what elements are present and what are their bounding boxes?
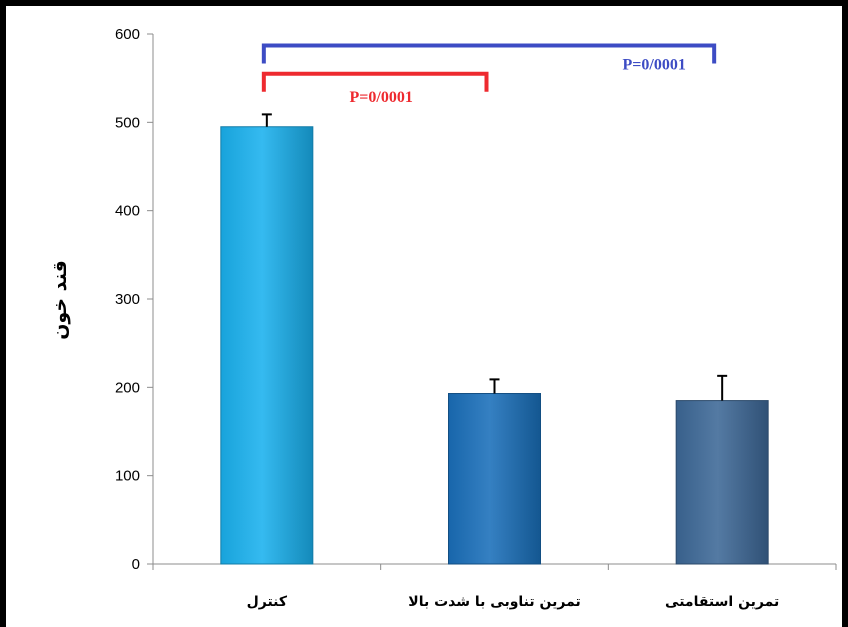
significance-bracket xyxy=(261,43,717,64)
y-tick-label: 200 xyxy=(115,379,140,396)
bar xyxy=(448,393,541,565)
y-axis-label: قند خون xyxy=(49,260,71,340)
y-tick-label: 0 xyxy=(132,556,140,573)
y-tick-label: 500 xyxy=(115,114,140,131)
x-tick-label: تمرین تناوبی با شدت بالا xyxy=(408,594,580,610)
significance-label: P=0/0001 xyxy=(349,89,412,106)
x-tick-label: کنترل xyxy=(247,594,288,610)
x-tick-label: تمرین استقامتی xyxy=(665,594,779,610)
bar xyxy=(220,126,314,565)
y-tick-label: 400 xyxy=(115,203,140,220)
significance-bracket xyxy=(261,71,489,92)
significance-label: P=0/0001 xyxy=(622,56,685,73)
bar xyxy=(675,400,769,565)
y-tick-label: 100 xyxy=(115,468,140,485)
y-tick-label: 300 xyxy=(115,291,140,308)
y-tick-label: 600 xyxy=(115,26,140,43)
